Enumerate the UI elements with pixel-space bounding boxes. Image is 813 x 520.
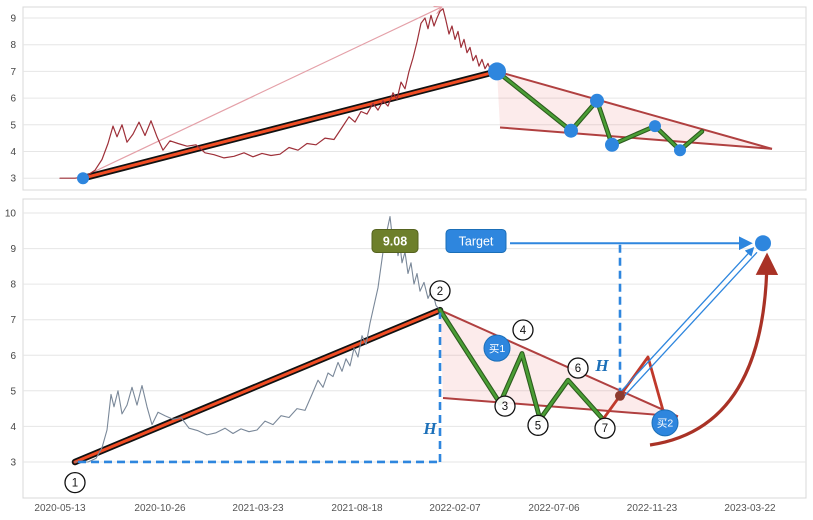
- y-axis-tick-label: 3: [10, 458, 16, 469]
- rally-arrow-lower: [623, 251, 758, 397]
- height-label: H: [422, 419, 437, 438]
- wave-number-text: 5: [535, 420, 541, 432]
- pivot-dot[interactable]: [590, 93, 604, 108]
- wedge-upper-trendline: [496, 70, 773, 150]
- height-label: H: [594, 356, 609, 375]
- y-axis-tick-label: 9: [10, 14, 16, 25]
- price-history-line: [59, 8, 498, 179]
- y-axis-tick-label: 9: [10, 244, 16, 255]
- x-axis-tick-label: 2020-05-13: [34, 503, 86, 514]
- wave-number-5[interactable]: 5: [527, 414, 549, 436]
- wave-number-6[interactable]: 6: [567, 357, 589, 379]
- wave-number-text: 4: [520, 325, 527, 337]
- y-axis-tick-label: 7: [10, 67, 16, 78]
- x-axis-tick-label: 2023-03-22: [724, 503, 776, 514]
- bottom-panel: 10 9 8 7 6 5 4 3 2020-05-13 2020-10-26 2021-03-23 2…: [5, 198, 807, 514]
- wave-number-text: 1: [72, 478, 78, 490]
- y-axis-tick-label: 4: [10, 422, 16, 433]
- high-value-label[interactable]: 9.08: [371, 228, 419, 253]
- y-axis-tick-label: 8: [10, 280, 16, 291]
- buy-marker-circle[interactable]: [483, 334, 511, 362]
- y-axis-tick-label: 6: [10, 94, 16, 105]
- pivot-dot[interactable]: [755, 235, 771, 252]
- wave-number-circle[interactable]: [494, 395, 516, 417]
- wave-number-text: 7: [602, 423, 608, 435]
- wedge-lower-trendline: [499, 126, 773, 150]
- pivot-dot[interactable]: [615, 390, 625, 401]
- wave-number-circle[interactable]: [567, 357, 589, 379]
- wedge-upper-trendline: [439, 309, 679, 418]
- buy-marker-2[interactable]: 买2: [651, 409, 679, 437]
- target-text: Target: [459, 234, 494, 248]
- pivot-dot[interactable]: [674, 144, 686, 157]
- wave-number-1[interactable]: 1: [64, 471, 86, 494]
- curved-rally-arrow: [649, 252, 779, 447]
- wave-number-2[interactable]: 2: [429, 280, 451, 302]
- pivot-dot[interactable]: [649, 120, 661, 133]
- wave-number-4[interactable]: 4: [512, 319, 534, 341]
- wave-number-circle[interactable]: [64, 471, 86, 494]
- wave-number-text: 6: [575, 363, 581, 375]
- x-axis-tick-label: 2021-08-18: [331, 503, 383, 514]
- buy-marker-text: 买1: [489, 343, 505, 355]
- x-axis-tick-label: 2021-03-23: [232, 503, 284, 514]
- y-axis-tick-label: 3: [10, 174, 16, 185]
- x-axis-tick-label: 2022-07-06: [528, 503, 580, 514]
- wave-number-3[interactable]: 3: [494, 395, 516, 417]
- y-axis-tick-label: 8: [10, 40, 16, 51]
- forecast-zigzag-green-line: [438, 308, 605, 421]
- uptrend-line: [73, 308, 442, 464]
- uptrend-line: [81, 69, 499, 180]
- pivot-dot[interactable]: [488, 62, 506, 81]
- high-value-box[interactable]: [371, 228, 419, 253]
- projection-arrow: [82, 7, 441, 178]
- wave-number-circle[interactable]: [512, 319, 534, 341]
- pivot-dot[interactable]: [564, 123, 578, 138]
- wave-number-circle[interactable]: [527, 414, 549, 436]
- y-axis-tick-label: 7: [10, 315, 16, 326]
- x-axis-tick-label: 2022-02-07: [429, 503, 481, 514]
- wave-number-7[interactable]: 7: [594, 417, 616, 439]
- y-axis-tick-label: 10: [5, 209, 17, 220]
- pivot-dot[interactable]: [77, 172, 89, 185]
- wave-number-circle[interactable]: [429, 280, 451, 302]
- x-axis-tick-label: 2020-10-26: [134, 503, 186, 514]
- wave-number-circle[interactable]: [594, 417, 616, 439]
- wedge-lower-trendline: [442, 396, 679, 418]
- y-axis-tick-label: 6: [10, 351, 16, 362]
- buy-marker-text: 买2: [657, 417, 673, 429]
- y-axis-tick-label: 5: [10, 386, 16, 397]
- top-panel: 9 8 7 6 5 4 3: [10, 7, 807, 191]
- target-label[interactable]: Target: [445, 228, 507, 253]
- y-axis-tick-label: 4: [10, 147, 16, 158]
- y-axis-tick-label: 5: [10, 120, 16, 131]
- target-box[interactable]: [445, 228, 507, 253]
- buy-marker-1[interactable]: 买1: [483, 334, 511, 362]
- wave-number-text: 2: [437, 286, 443, 298]
- pivot-dot[interactable]: [605, 137, 619, 152]
- rally-arrow-upper: [619, 247, 755, 393]
- buy-marker-circle[interactable]: [651, 409, 679, 437]
- high-value-text: 9.08: [383, 234, 407, 248]
- x-axis-tick-label: 2022-11-23: [627, 503, 678, 514]
- wave-number-text: 3: [502, 401, 508, 413]
